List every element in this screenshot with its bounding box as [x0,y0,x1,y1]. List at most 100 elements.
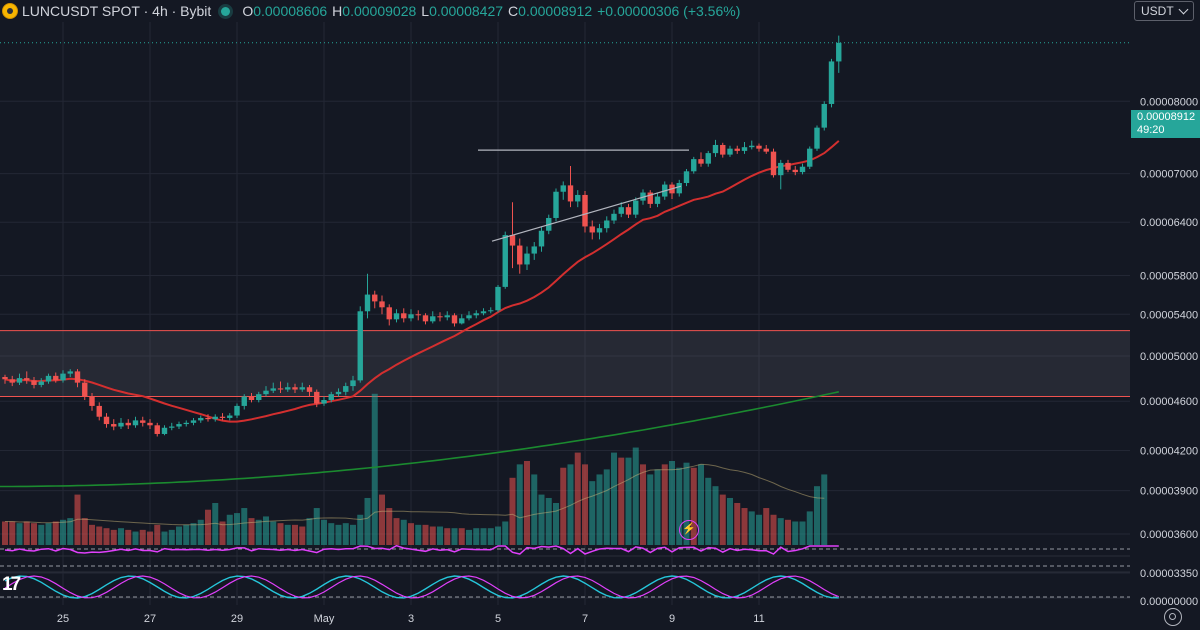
candle-body [582,194,588,227]
volume-bar [118,528,124,545]
candle-body [299,387,305,390]
time-axis[interactable]: 7192123252729May357911 [0,606,1130,630]
volume-bar [415,524,422,545]
volume-bar [705,477,712,545]
candle-body [480,311,487,314]
symbol-title[interactable]: LUNCUSDT SPOT · 4h · Bybit [22,3,212,19]
lunc-coin-icon [2,3,18,19]
candle-body [836,42,842,62]
candle-body [625,207,632,215]
volume-bar [502,521,509,545]
volume-bar [806,511,813,545]
candle-body [749,145,755,148]
candle-body [53,375,59,381]
volume-bar [509,477,516,545]
volume-bar [429,526,436,545]
volume-bar [23,521,30,545]
volume-bar [9,521,16,545]
tradingview-logo-icon[interactable]: 17 [2,574,21,595]
candle-body [567,185,574,202]
stoch-k-line [4,575,839,599]
currency-selector[interactable]: USDT [1134,1,1194,21]
candle-body [604,220,610,229]
volume-bar [241,508,248,545]
volume-bar [741,508,748,545]
candle-body [712,144,719,154]
volume-bar [553,503,559,545]
candle-body [350,380,356,387]
time-tick-label: 9 [669,613,675,625]
volume-bar [524,461,530,545]
candle-body [778,162,784,176]
chevron-down-icon [1178,4,1189,15]
candle-body [437,316,443,318]
volume-bar [770,514,777,545]
volume-bar [132,531,139,545]
candle-body [611,213,617,221]
candle-body [60,373,66,381]
candle-body [132,420,139,426]
volume-bar [625,457,632,545]
candle-body [691,159,697,172]
candle-body [459,318,465,324]
candle-body [683,171,690,184]
candle-body [67,371,73,374]
volume-bar [480,528,487,545]
candle-body [357,311,363,381]
volume-bar [248,518,255,545]
volume-bar [263,516,269,545]
gear-icon[interactable] [1164,608,1182,626]
volume-bar [763,508,770,545]
candle-body [589,226,595,233]
volume-bar [161,531,168,545]
candle-body [277,388,284,390]
volume-bar [567,464,574,545]
volume-bar [676,467,683,545]
volume-bar [168,529,175,545]
volume-bar [574,452,581,545]
candle-body [401,313,407,319]
price-tick-label: 0.00003900 [1140,486,1198,498]
candle-body [415,314,421,316]
candle-body [285,387,291,390]
candle-body [705,153,711,164]
time-tick-label: 11 [753,613,764,625]
volume-bar [596,474,603,545]
volume-bar [335,524,342,545]
volume-bar [147,531,153,545]
lightning-icon[interactable]: ⚡ [679,520,699,540]
candle-body [169,426,175,428]
candle-body [727,148,733,155]
volume-bar [386,508,393,545]
volume-bar [212,503,219,545]
candle-body [799,166,806,173]
volume-bar [2,521,8,545]
ma-slow-line [0,391,839,488]
price-tick-label: 0.00004600 [1140,396,1198,408]
volume-bar [719,494,726,545]
volume-bar [197,519,204,545]
volume-bar [234,513,240,545]
support-zone [0,330,1130,398]
volume-bar [495,526,501,545]
candle-body [328,394,334,401]
volume-bar [154,524,161,545]
price-axis[interactable]: 0.000110000.000100000.000080000.00007000… [1130,0,1200,630]
price-tick-label: 0.00003600 [1140,529,1198,541]
candle-body [502,235,508,287]
volume-bar [183,524,190,545]
change-value: +0.00000306 (+3.56%) [597,3,741,19]
volume-bar [661,464,668,545]
volume-bar [400,519,407,545]
time-tick-label: 25 [57,613,69,625]
volume-bar [777,518,784,545]
volume-bar [516,464,523,545]
candle-body [38,381,44,385]
candle-body [741,147,748,151]
candle-body [575,194,581,202]
candle-body [16,378,23,383]
candle-body [9,379,15,383]
volume-bar [292,524,298,545]
